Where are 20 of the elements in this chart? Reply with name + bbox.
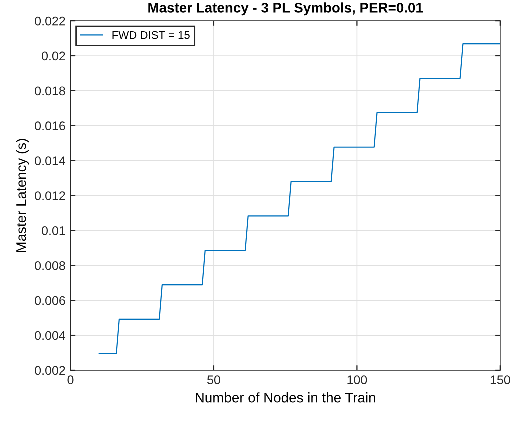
y-tick-label: 0.012	[35, 192, 66, 200]
chart-title: Master Latency - 3 PL Symbols, PER=0.01	[148, 2, 424, 16]
y-tick-label: 0.014	[35, 156, 66, 166]
y-tick-label: 0.022	[35, 16, 66, 26]
y-tick-label: 0.008	[35, 261, 66, 270]
y-axis-title: Master Latency (s)	[16, 139, 30, 252]
y-tick-label: 0.016	[35, 122, 66, 131]
x-tick-label: 150	[490, 376, 510, 385]
x-tick-label: 50	[208, 376, 220, 385]
x-tick-label: 0	[68, 376, 74, 385]
y-tick-label: 0.018	[35, 86, 66, 96]
x-tick-label: 100	[348, 376, 368, 385]
y-tick-label: 0.01	[42, 226, 66, 236]
y-tick-label: 0.004	[35, 331, 66, 340]
y-tick-label: 0.006	[35, 296, 66, 306]
y-tick-label: 0.02	[42, 52, 66, 61]
y-tick-label: 0.002	[35, 366, 66, 376]
legend-label: FWD DIST = 15	[112, 31, 190, 40]
line-series	[98, 44, 500, 354]
x-axis-title: Number of Nodes in the Train	[196, 392, 376, 403]
